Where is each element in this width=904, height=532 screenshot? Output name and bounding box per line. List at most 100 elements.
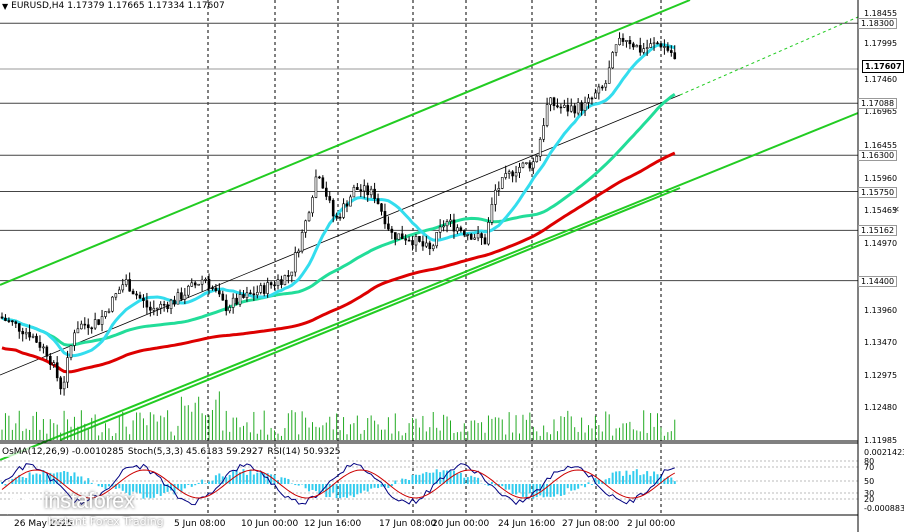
oscillator-tick: 70 [864,463,875,472]
candle-body [307,212,311,222]
candle-body [324,187,328,197]
candle-body [321,177,325,189]
candle-body [366,185,370,196]
candle-body [149,306,152,311]
candlesticks [0,32,677,396]
candle-body [566,104,570,112]
time-tick: 20 Jun 00:00 [432,519,490,529]
candle-body [635,45,639,48]
candle-body [594,92,597,99]
candle-body [190,282,194,287]
candle-body [659,43,663,48]
candle-body [97,319,100,325]
candle-body [359,189,363,192]
level-label: 1.15750 [858,186,898,198]
candle-body [273,284,276,287]
candle-body [173,299,176,305]
candle-body [380,203,383,212]
candle-body [556,105,559,108]
price-tick: 1.18455 [864,9,898,18]
candle-body [528,162,532,169]
candle-body [73,332,76,346]
candle-body [35,335,38,343]
candle-body [642,48,646,53]
candle-body [628,40,632,45]
candle-body [207,278,211,288]
channel-line [0,0,691,286]
candle-body [221,293,225,301]
candle-body [445,221,449,227]
candle-body [518,166,521,173]
candle-body [590,97,594,100]
candle-body [17,323,21,332]
candle-body [14,321,18,324]
candle-body [318,176,321,179]
candle-body [224,299,228,312]
candle-body [124,279,128,286]
candle-body [293,252,297,273]
vertical-grid [207,0,662,515]
candle-body [504,173,508,178]
candle-body [4,317,7,321]
price-tick: 1.12975 [864,370,898,380]
candle-body [238,294,242,305]
candle-body [356,187,359,190]
candle-body [449,219,452,222]
osma-label: OsMA(12,26,9) -0.0010285 [2,447,124,457]
close-icon[interactable]: ✕ [893,205,900,214]
oscillator-legend: OsMA(12,26,9) -0.0010285 Stoch(5,3,3) 45… [2,447,341,457]
candle-body [673,52,677,60]
candle-body [645,47,649,49]
candle-body [611,52,614,69]
candle-body [328,196,332,201]
logo-icon [4,494,38,515]
candle-body [397,233,401,240]
candle-body [349,196,352,207]
candle-body [418,236,421,242]
price-tick: 1.14970 [864,238,898,248]
price-tick: 1.17460 [864,74,898,84]
candle-body [604,83,608,88]
candle-body [411,240,414,246]
candle-body [469,234,473,240]
candle-body [383,211,387,225]
chevron-down-icon[interactable]: ▼ [2,1,9,11]
candle-body [300,232,304,252]
candle-body [255,292,259,296]
candle-body [231,297,235,308]
time-tick: 5 Jun 08:00 [174,519,226,529]
candle-body [187,285,190,296]
candle-body [62,381,66,390]
candle-body [90,327,93,330]
ma-slow-line [1,151,676,374]
candle-body [159,303,162,309]
level-label: 1.18300 [858,18,898,30]
chart-header: ▼ EURUSD,H4 1.17379 1.17665 1.17334 1.17… [2,1,225,11]
candle-body [669,50,673,53]
candle-body [649,43,652,48]
time-tick: 2 Jul 00:00 [627,519,676,529]
candle-body [297,250,301,253]
candle-body [214,287,218,292]
candle-body [362,185,366,192]
candle-body [545,104,549,126]
candle-body [0,316,4,319]
candle-body [666,46,670,51]
candle-body [42,346,45,349]
price-tick: 1.15465 [864,206,898,216]
candle-body [393,232,397,240]
ma-mid-line [1,93,676,347]
candle-body [107,310,111,313]
candle-body [314,176,318,198]
candle-body [142,297,145,301]
level-label: 1.17088 [858,98,898,110]
candle-body [162,303,166,306]
candle-body [304,220,307,233]
candle-body [552,97,556,107]
candle-body [535,155,539,163]
candle-body [638,45,642,53]
candle-body [197,283,200,286]
candle-body [262,285,266,294]
candle-body [414,236,418,246]
